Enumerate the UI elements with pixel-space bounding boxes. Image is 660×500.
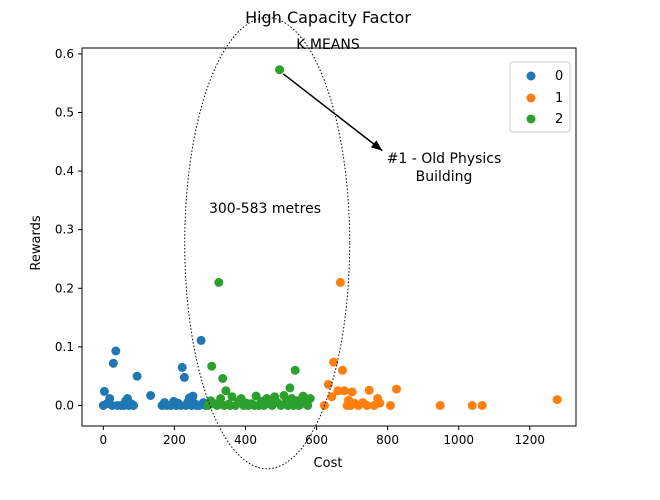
point-series-0-25 [177, 362, 187, 372]
y-axis-label: Rewards [29, 215, 44, 270]
chart-subtitle: K MEANS [296, 37, 360, 53]
x-tick-label-6: 1200 [515, 433, 546, 447]
point-series-1-25 [552, 395, 562, 405]
point-series-1-6 [338, 365, 347, 375]
legend-label-0: 0 [555, 69, 563, 84]
y-tick-label-5: 0.5 [55, 106, 74, 120]
point-series-0-1 [99, 386, 109, 396]
point-series-2-2 [207, 361, 217, 371]
annotation-arrow-label-line1: #1 - Old Physics [387, 151, 502, 167]
x-tick-label-2: 400 [234, 433, 257, 447]
point-series-1-21 [392, 384, 401, 394]
annotation-ellipse [184, 17, 351, 470]
annotation-arrow-head [370, 140, 383, 151]
chart-title: High Capacity Factor [245, 8, 411, 27]
point-series-1-3 [329, 357, 339, 367]
legend-marker-1 [526, 93, 536, 103]
x-axis-label: Cost [314, 456, 343, 471]
point-series-2-5 [214, 277, 224, 287]
point-series-2-35 [285, 383, 295, 393]
point-series-1-7 [339, 386, 349, 396]
x-tick-label-0: 0 [99, 433, 107, 447]
y-tick-label-3: 0.3 [55, 223, 74, 237]
y-tick-label-4: 0.4 [55, 164, 74, 178]
point-series-2-7 [218, 374, 228, 383]
point-series-0-5 [108, 358, 118, 368]
point-series-0-15 [132, 371, 142, 381]
point-series-0-6 [111, 346, 121, 356]
point-series-1-22 [435, 401, 445, 410]
point-series-0-3 [105, 394, 115, 403]
point-series-2-6 [216, 394, 226, 403]
point-series-2-45 [305, 394, 315, 403]
legend: 0 1 2 [509, 61, 571, 133]
point-series-2-38 [290, 365, 300, 375]
axes: 0 200 400 600 800 1000 1200 0.0 0.1 0.2 0.3 0.4 0.5 0… [55, 47, 577, 447]
point-series-2-30 [275, 65, 285, 75]
point-series-1-15 [362, 401, 372, 410]
plot-area [98, 17, 562, 470]
x-tick-label-5: 1000 [443, 433, 474, 447]
annotation-arrow-label-line2: Building [416, 169, 473, 185]
point-series-2-42 [298, 391, 308, 401]
x-tick-label-3: 600 [305, 433, 328, 447]
point-series-0-16 [146, 391, 156, 400]
point-series-2-9 [221, 386, 231, 396]
point-series-1-11 [347, 387, 357, 397]
point-series-0-31 [188, 391, 198, 401]
point-series-1-4 [333, 386, 343, 396]
point-series-1-2 [327, 392, 337, 402]
point-series-0-35 [196, 335, 206, 345]
x-tick-label-4: 800 [376, 433, 399, 447]
point-series-1-20 [386, 401, 395, 410]
annotation-ellipse-label: 300-583 metres [209, 201, 321, 217]
legend-marker-0 [526, 71, 536, 81]
legend-label-1: 1 [555, 91, 563, 106]
x-tick-label-1: 200 [163, 433, 186, 447]
point-series-1-19 [375, 398, 385, 408]
point-series-0-26 [179, 372, 189, 382]
legend-marker-2 [526, 114, 536, 124]
point-series-1-23 [467, 401, 477, 410]
point-series-2-12 [227, 392, 237, 402]
legend-box [509, 61, 571, 133]
point-series-2-44 [303, 401, 313, 410]
annotation-arrow-line [282, 73, 383, 152]
y-tick-label-6: 0.6 [55, 47, 74, 61]
legend-label-2: 2 [555, 112, 563, 127]
point-series-1-5 [335, 277, 345, 287]
point-series-1-16 [364, 385, 374, 395]
point-series-1-24 [477, 401, 487, 410]
point-series-2-4 [212, 401, 222, 410]
plot-frame [81, 47, 577, 427]
point-series-0-14 [129, 401, 138, 410]
point-series-1-1 [323, 379, 333, 389]
y-tick-label-2: 0.2 [55, 281, 74, 295]
y-tick-label-1: 0.1 [55, 340, 74, 354]
y-tick-label-0: 0.0 [55, 399, 74, 413]
